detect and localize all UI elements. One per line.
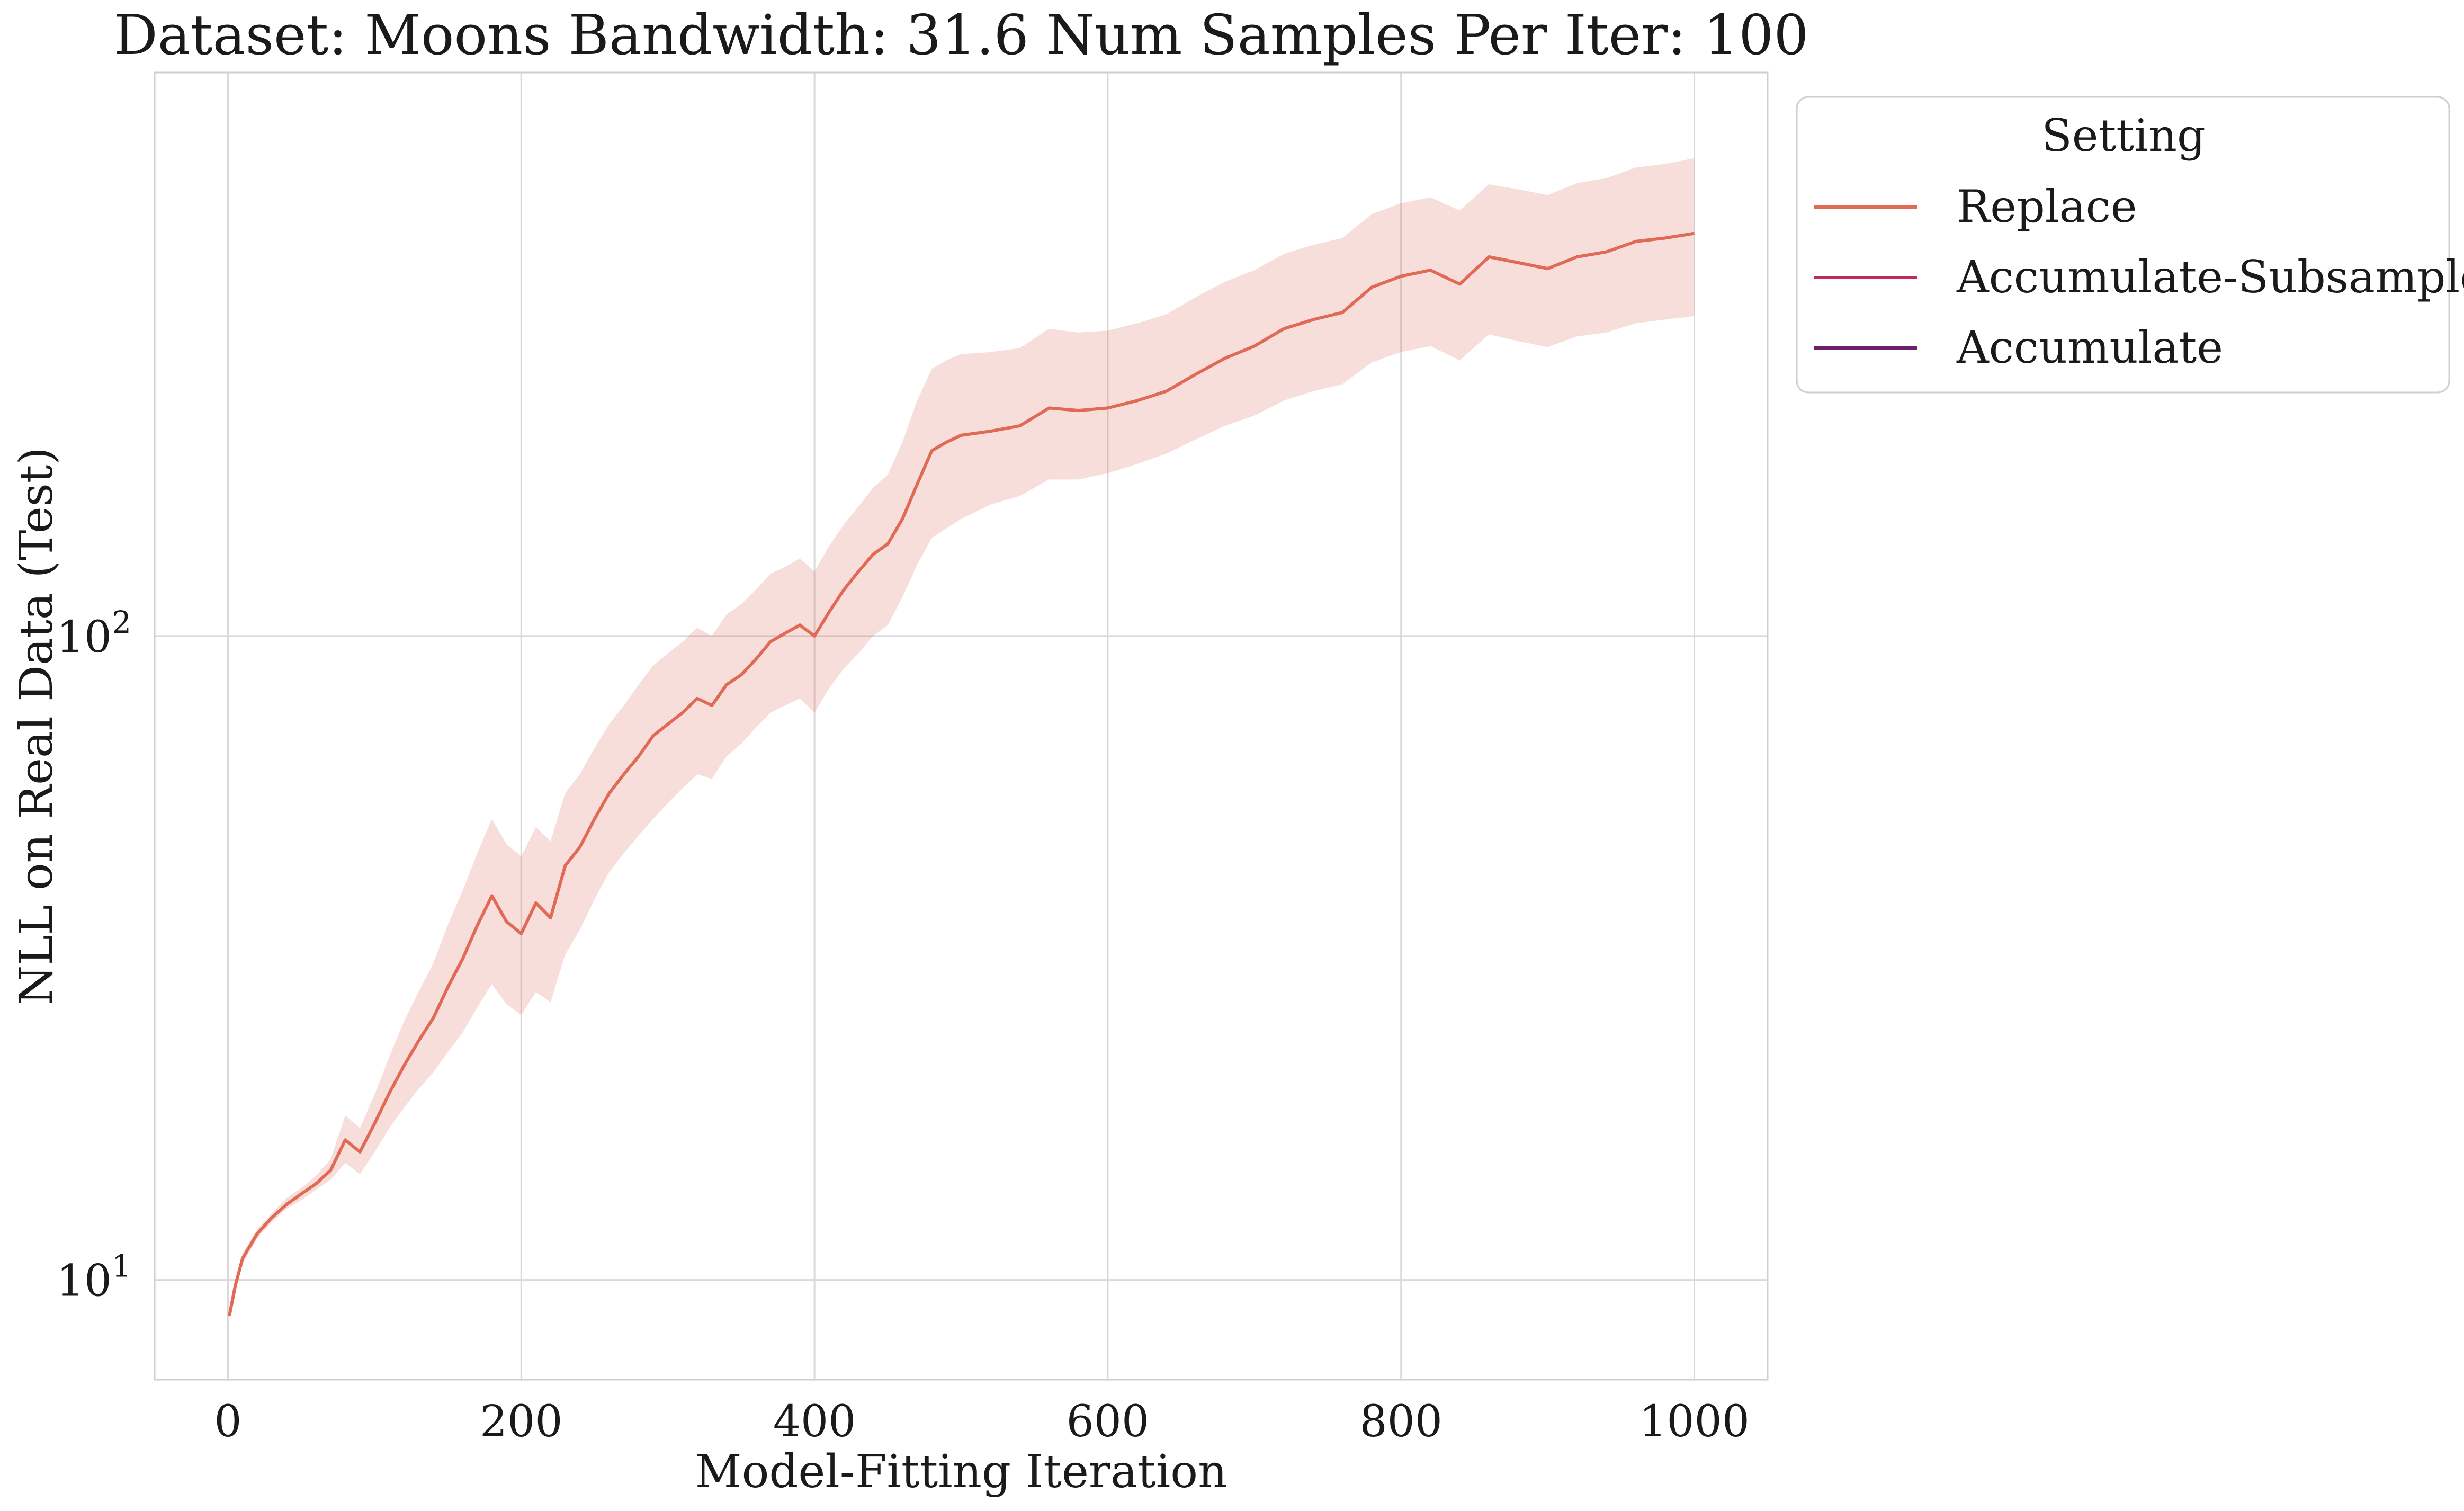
chart-title: Dataset: Moons Bandwidth: 31.6 Num Sampl… <box>113 3 1808 67</box>
legend-label-1: Accumulate-Subsample <box>1956 251 2464 303</box>
confidence-band-0 <box>229 158 1695 1319</box>
grid-lines <box>155 73 1768 1380</box>
x-tick-label-4: 800 <box>1359 1397 1442 1447</box>
legend: Setting Replace Accumulate-Subsample Accum… <box>1796 96 2464 394</box>
legend-entries: Replace Accumulate-Subsample Accumulate <box>1814 181 2464 373</box>
x-tick-label-1: 200 <box>480 1397 563 1447</box>
x-tick-labels: 0 200 400 600 800 1000 <box>214 1397 1750 1447</box>
y-tick-labels: 101 102 <box>57 604 131 1307</box>
legend-label-0: Replace <box>1957 181 2137 233</box>
legend-label-2: Accumulate <box>1956 321 2223 373</box>
series-line-0 <box>228 231 1695 1316</box>
legend-title: Setting <box>2041 110 2206 162</box>
x-tick-label-3: 600 <box>1067 1397 1150 1447</box>
plot-frame <box>154 71 1769 1381</box>
y-tick-label-0: 101 <box>57 1248 131 1307</box>
y-axis-title: NLL on Real Data (Test) <box>10 447 63 1005</box>
y-tick-label-1: 102 <box>57 604 131 663</box>
legend-frame <box>1796 96 2450 394</box>
x-tick-label-2: 400 <box>773 1397 856 1447</box>
x-axis-title: Model-Fitting Iteration <box>695 1445 1227 1498</box>
x-tick-label-0: 0 <box>214 1397 241 1447</box>
series-lines <box>228 231 1695 1316</box>
confidence-bands <box>229 158 1695 1319</box>
x-tick-label-5: 1000 <box>1639 1397 1750 1447</box>
